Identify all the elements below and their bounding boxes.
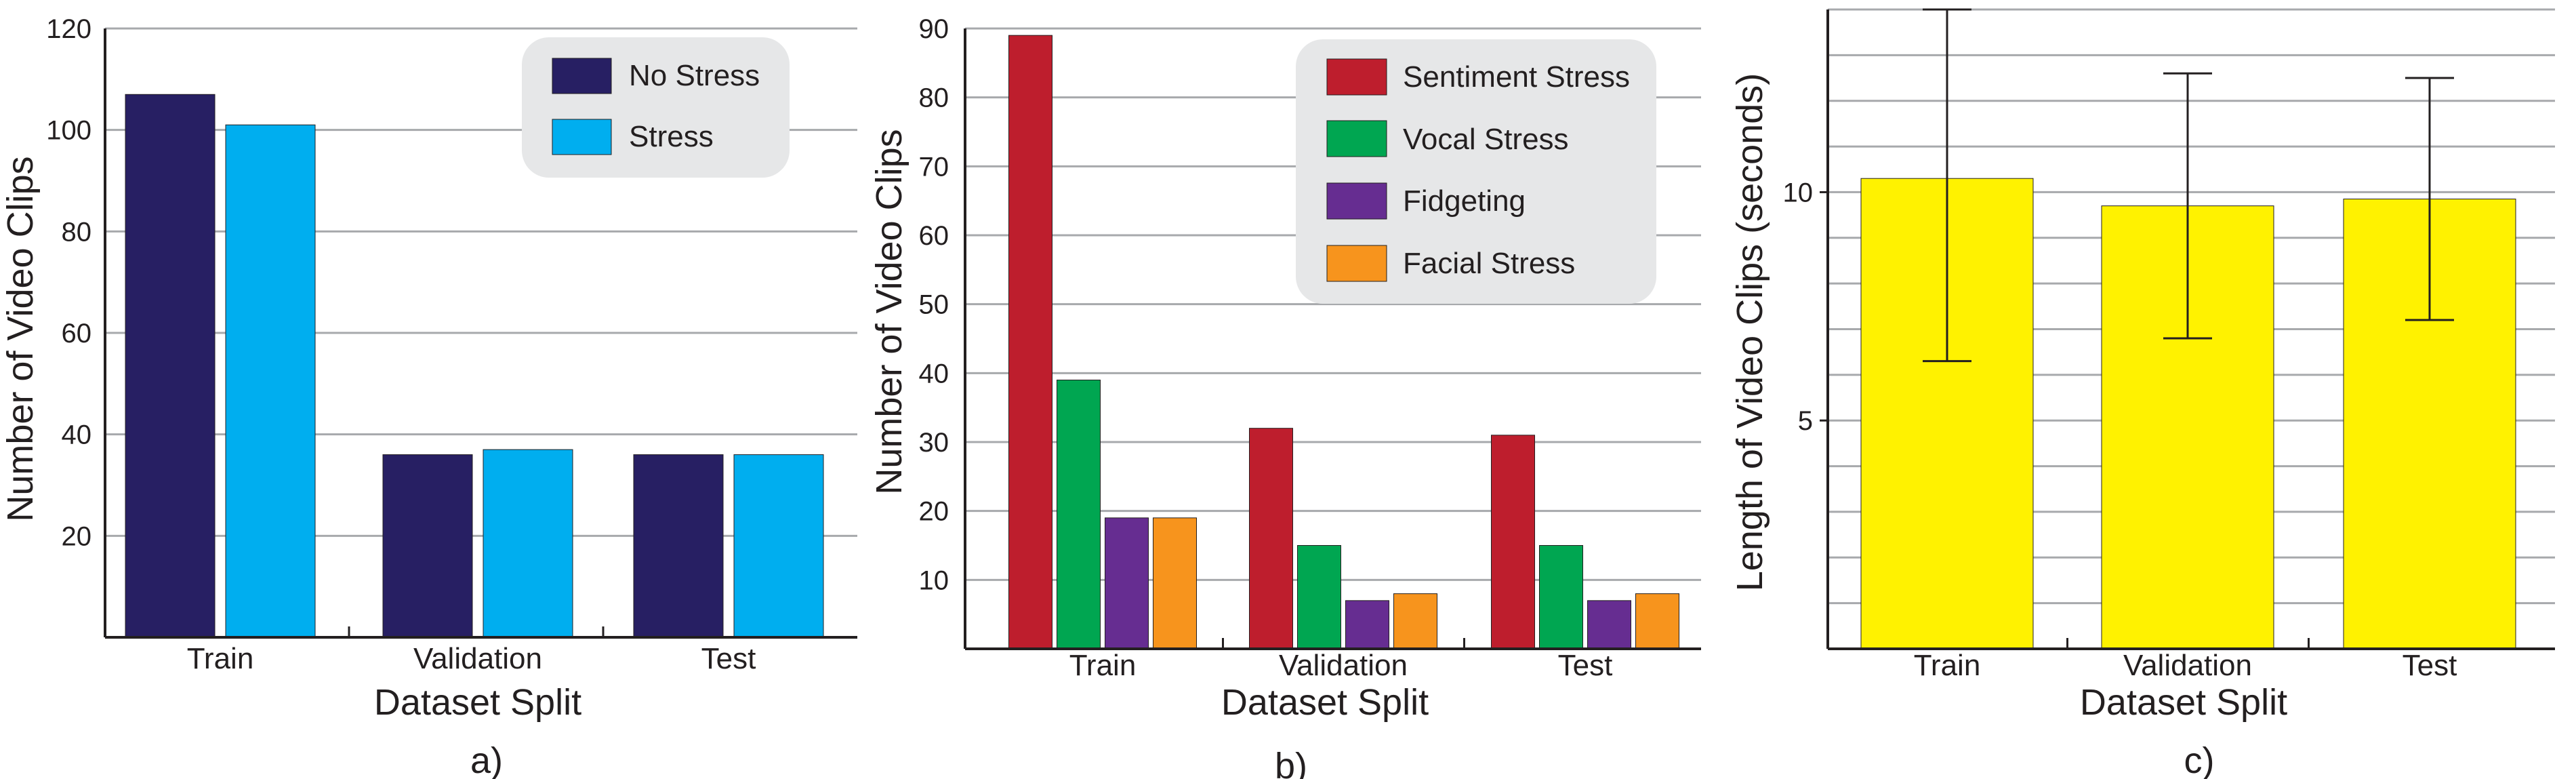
c-x-tick-label: Test bbox=[2403, 649, 2457, 682]
panel-b: 10 20 30 40 50 60 70 80 90 Train Validation Test S… bbox=[869, 14, 1701, 779]
a-legend-swatch-no-stress bbox=[552, 58, 612, 94]
b-bar-train-fidgeting bbox=[1105, 517, 1149, 650]
b-bar-validation-vocal-stress bbox=[1297, 545, 1341, 650]
a-bar-validation-no-stress bbox=[382, 454, 473, 638]
panel-a: 20 40 60 80 100 120 Train Validation Test No St… bbox=[0, 14, 857, 779]
a-bar-test-no-stress bbox=[633, 454, 724, 638]
b-x-tick-label: Test bbox=[1558, 649, 1613, 682]
c-x-tick-label: Validation bbox=[2123, 649, 2252, 682]
a-bar-train-stress bbox=[225, 124, 316, 638]
b-bar-test-fidgeting bbox=[1587, 600, 1631, 650]
b-bar-test-vocal-stress bbox=[1539, 545, 1583, 650]
b-y-tick-label: 20 bbox=[919, 497, 949, 527]
a-x-tick-label: Validation bbox=[413, 642, 542, 675]
a-y-tick-label: 60 bbox=[62, 319, 92, 348]
b-y-tick-label: 60 bbox=[919, 221, 949, 251]
c-x-ticks: Train Validation Test bbox=[1914, 638, 2457, 682]
b-y-tick-label: 30 bbox=[919, 428, 949, 458]
c-panel-label: c) bbox=[2184, 740, 2215, 779]
a-y-tick-label: 120 bbox=[46, 14, 91, 44]
a-y-axis-title: Number of Video Clips bbox=[0, 156, 41, 521]
a-x-tick-label: Train bbox=[187, 642, 254, 675]
b-legend-box bbox=[1296, 39, 1656, 304]
a-legend-label-stress: Stress bbox=[629, 120, 714, 153]
b-bar-train-sentiment-stress bbox=[1008, 35, 1052, 650]
a-legend-swatch-stress bbox=[552, 119, 612, 155]
b-y-tick-label: 80 bbox=[919, 83, 949, 113]
b-legend-swatch-fidgeting bbox=[1326, 182, 1387, 220]
b-bars bbox=[1008, 35, 1679, 650]
b-bar-train-facial-stress bbox=[1153, 517, 1197, 650]
a-bars bbox=[125, 94, 824, 638]
c-y-tick-label: 10 bbox=[1783, 178, 1814, 207]
a-y-tick-label: 100 bbox=[46, 116, 91, 146]
b-x-tick-label: Train bbox=[1069, 649, 1137, 682]
b-legend-swatch-facial-stress bbox=[1326, 245, 1387, 282]
b-legend-label-sentiment-stress: Sentiment Stress bbox=[1403, 60, 1630, 94]
a-y-tick-label: 80 bbox=[62, 217, 92, 247]
a-x-tick-label: Test bbox=[701, 642, 756, 675]
a-bar-test-stress bbox=[733, 454, 824, 638]
b-bar-validation-sentiment-stress bbox=[1249, 428, 1293, 650]
b-y-tick-label: 70 bbox=[919, 152, 949, 182]
b-legend-swatch-vocal-stress bbox=[1326, 120, 1387, 157]
b-bar-test-sentiment-stress bbox=[1491, 435, 1535, 650]
b-y-tick-labels: 10 20 30 40 50 60 70 80 90 bbox=[919, 14, 949, 595]
b-bar-train-vocal-stress bbox=[1057, 380, 1101, 650]
b-y-tick-label: 50 bbox=[919, 290, 949, 320]
a-bar-validation-stress bbox=[483, 449, 573, 638]
b-x-axis-title: Dataset Split bbox=[1221, 682, 1429, 723]
panel-c: 5 10 Train Validation Test Dataset Split Le… bbox=[1730, 8, 2555, 779]
b-legend-swatch-sentiment-stress bbox=[1326, 58, 1387, 96]
c-y-tick-label: 5 bbox=[1798, 406, 1813, 436]
b-bar-test-facial-stress bbox=[1635, 593, 1679, 650]
a-legend: No Stress Stress bbox=[522, 37, 790, 178]
c-x-axis-title: Dataset Split bbox=[2080, 682, 2287, 723]
a-x-axis-title: Dataset Split bbox=[374, 682, 581, 723]
b-legend-label-vocal-stress: Vocal Stress bbox=[1403, 123, 1569, 156]
b-y-tick-label: 90 bbox=[919, 14, 949, 44]
a-panel-label: a) bbox=[470, 740, 503, 779]
b-x-ticks: Train Validation Test bbox=[1069, 638, 1613, 682]
b-y-tick-label: 40 bbox=[919, 359, 949, 388]
b-y-axis-title: Number of Video Clips bbox=[869, 129, 909, 494]
b-legend: Sentiment Stress Vocal Stress Fidgeting … bbox=[1296, 39, 1656, 304]
b-legend-label-facial-stress: Facial Stress bbox=[1403, 247, 1575, 280]
c-y-axis-title: Length of Video Clips (seconds) bbox=[1730, 73, 1770, 591]
c-axes bbox=[1826, 9, 2555, 650]
c-x-tick-label: Train bbox=[1914, 649, 1981, 682]
a-y-tick-label: 20 bbox=[62, 521, 92, 551]
b-y-tick-label: 10 bbox=[919, 565, 949, 595]
b-x-tick-label: Validation bbox=[1279, 649, 1408, 682]
b-bar-validation-fidgeting bbox=[1345, 600, 1389, 650]
b-bar-validation-facial-stress bbox=[1393, 593, 1437, 650]
a-axes bbox=[104, 28, 857, 639]
a-y-tick-labels: 20 40 60 80 100 120 bbox=[46, 14, 91, 551]
a-bar-train-no-stress bbox=[125, 94, 216, 638]
b-legend-label-fidgeting: Fidgeting bbox=[1403, 184, 1526, 218]
c-error-bars bbox=[1923, 8, 2454, 363]
a-y-tick-label: 40 bbox=[62, 420, 92, 450]
b-panel-label: b) bbox=[1275, 746, 1307, 779]
a-x-ticks: Train Validation Test bbox=[187, 626, 756, 675]
a-legend-label-no-stress: No Stress bbox=[629, 59, 760, 92]
c-y-tick-labels: 5 10 bbox=[1783, 178, 1828, 436]
b-axes bbox=[964, 28, 1701, 650]
